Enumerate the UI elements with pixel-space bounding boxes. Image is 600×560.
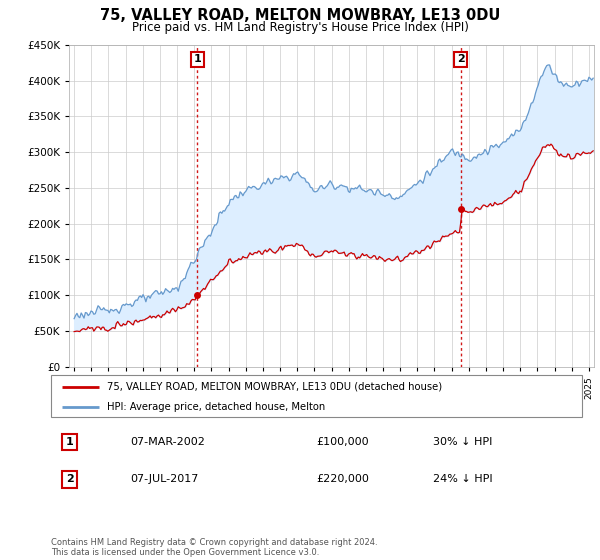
Text: 24% ↓ HPI: 24% ↓ HPI (433, 474, 493, 484)
FancyBboxPatch shape (51, 375, 582, 417)
Text: 1: 1 (66, 437, 73, 447)
Text: 1: 1 (193, 54, 201, 64)
Text: 2: 2 (66, 474, 73, 484)
Text: 75, VALLEY ROAD, MELTON MOWBRAY, LE13 0DU: 75, VALLEY ROAD, MELTON MOWBRAY, LE13 0D… (100, 8, 500, 24)
Text: 07-JUL-2017: 07-JUL-2017 (131, 474, 199, 484)
Text: £100,000: £100,000 (317, 437, 369, 447)
Text: Contains HM Land Registry data © Crown copyright and database right 2024.
This d: Contains HM Land Registry data © Crown c… (51, 538, 377, 557)
Text: 30% ↓ HPI: 30% ↓ HPI (433, 437, 493, 447)
Text: 2: 2 (457, 54, 464, 64)
Text: HPI: Average price, detached house, Melton: HPI: Average price, detached house, Melt… (107, 402, 325, 412)
Text: 75, VALLEY ROAD, MELTON MOWBRAY, LE13 0DU (detached house): 75, VALLEY ROAD, MELTON MOWBRAY, LE13 0D… (107, 382, 442, 392)
Text: 07-MAR-2002: 07-MAR-2002 (131, 437, 206, 447)
Text: Price paid vs. HM Land Registry's House Price Index (HPI): Price paid vs. HM Land Registry's House … (131, 21, 469, 34)
Text: £220,000: £220,000 (317, 474, 370, 484)
